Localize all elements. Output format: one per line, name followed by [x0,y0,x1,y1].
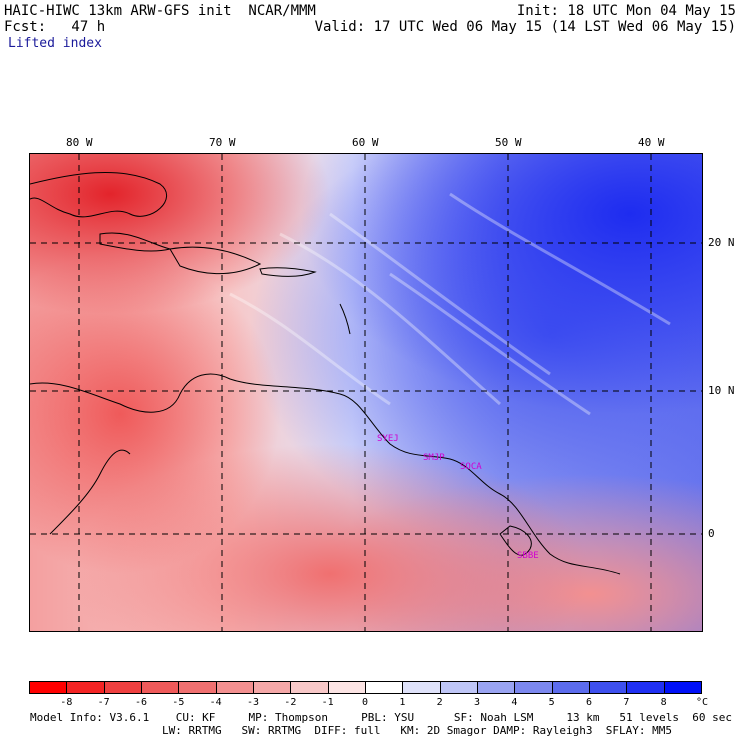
map-overlay [30,154,702,631]
lifted-index-map: SYEJ SMJP SOCA SBBE [29,153,703,632]
colorbar-segment [290,681,329,694]
station-soca: SOCA [460,462,482,472]
colorbar-tick-label: 7 [623,697,630,708]
lat-label-20n: 20 N [708,236,735,249]
colorbar-segment [589,681,628,694]
field-name: Lifted index [8,36,102,51]
colorbar-segment [215,681,254,694]
colorbar-segment [66,681,105,694]
lon-label-60w: 60 W [352,136,379,149]
colorbar-tick-label: -5 [172,697,185,708]
colorbar-segment [365,681,404,694]
station-sbbe: SBBE [517,551,539,561]
colorbar-segment [141,681,180,694]
colorbar-segment [327,681,366,694]
colorbar-segment [663,681,702,694]
model-info-line2: LW: RRTMG SW: RRTMG DIFF: full KM: 2D Sm… [162,724,672,737]
model-info-line1: Model Info: V3.6.1 CU: KF MP: Thompson P… [30,711,732,724]
colorbar-tick-label: -7 [97,697,110,708]
colorbar-tick-label: -2 [284,697,297,708]
colorbar-segment [402,681,441,694]
colorbar-tick-label: -3 [246,697,260,708]
forecast-hour: Fcst: 47 h [4,19,106,35]
texture-streaks [229,192,671,416]
colorbar-tick-label: 6 [585,697,593,708]
model-title: HAIC-HIWC 13km ARW-GFS init NCAR/MMM [4,3,316,19]
colorbar-tick-label: 0 [361,697,369,708]
colorbar-tick-label: 8 [660,697,667,708]
init-time: Init: 18 UTC Mon 04 May 15 [516,3,736,19]
colorbar-tick-label: 2 [436,697,443,708]
colorbar-tick-label: 1 [399,697,406,708]
colorbar-unit: °C [696,697,709,708]
station-syej: SYEJ [377,434,399,444]
lon-label-70w: 70 W [209,136,236,149]
lat-label-10n: 10 N [708,384,735,397]
colorbar-segment [103,681,142,694]
station-smjp: SMJP [423,453,445,463]
valid-time: Valid: 17 UTC Wed 06 May 15 (14 LST Wed … [314,19,736,35]
lon-label-50w: 50 W [495,136,522,149]
colorbar-segment [551,681,590,694]
colorbar-segment [253,681,292,694]
colorbar-tick-label: -4 [209,697,222,708]
colorbar-tick-label: 3 [473,697,481,708]
colorbar-segment [29,681,68,694]
lon-label-40w: 40 W [638,136,665,149]
colorbar-segment [439,681,478,694]
colorbar-segment [626,681,665,694]
colorbar-tick-label: -6 [134,697,148,708]
graticule [30,154,702,631]
colorbar-segment [178,681,217,694]
colorbar-tick-label: 5 [548,697,555,708]
colorbar-segment [514,681,553,694]
lon-label-80w: 80 W [66,136,93,149]
colorbar-tick-label: 4 [511,697,518,708]
lat-label-0: 0 [708,527,715,540]
coastlines [30,171,621,575]
colorbar-tick-label: -8 [60,697,73,708]
colorbar-tick-label: -1 [321,697,334,708]
colorbar-segment [477,681,516,694]
